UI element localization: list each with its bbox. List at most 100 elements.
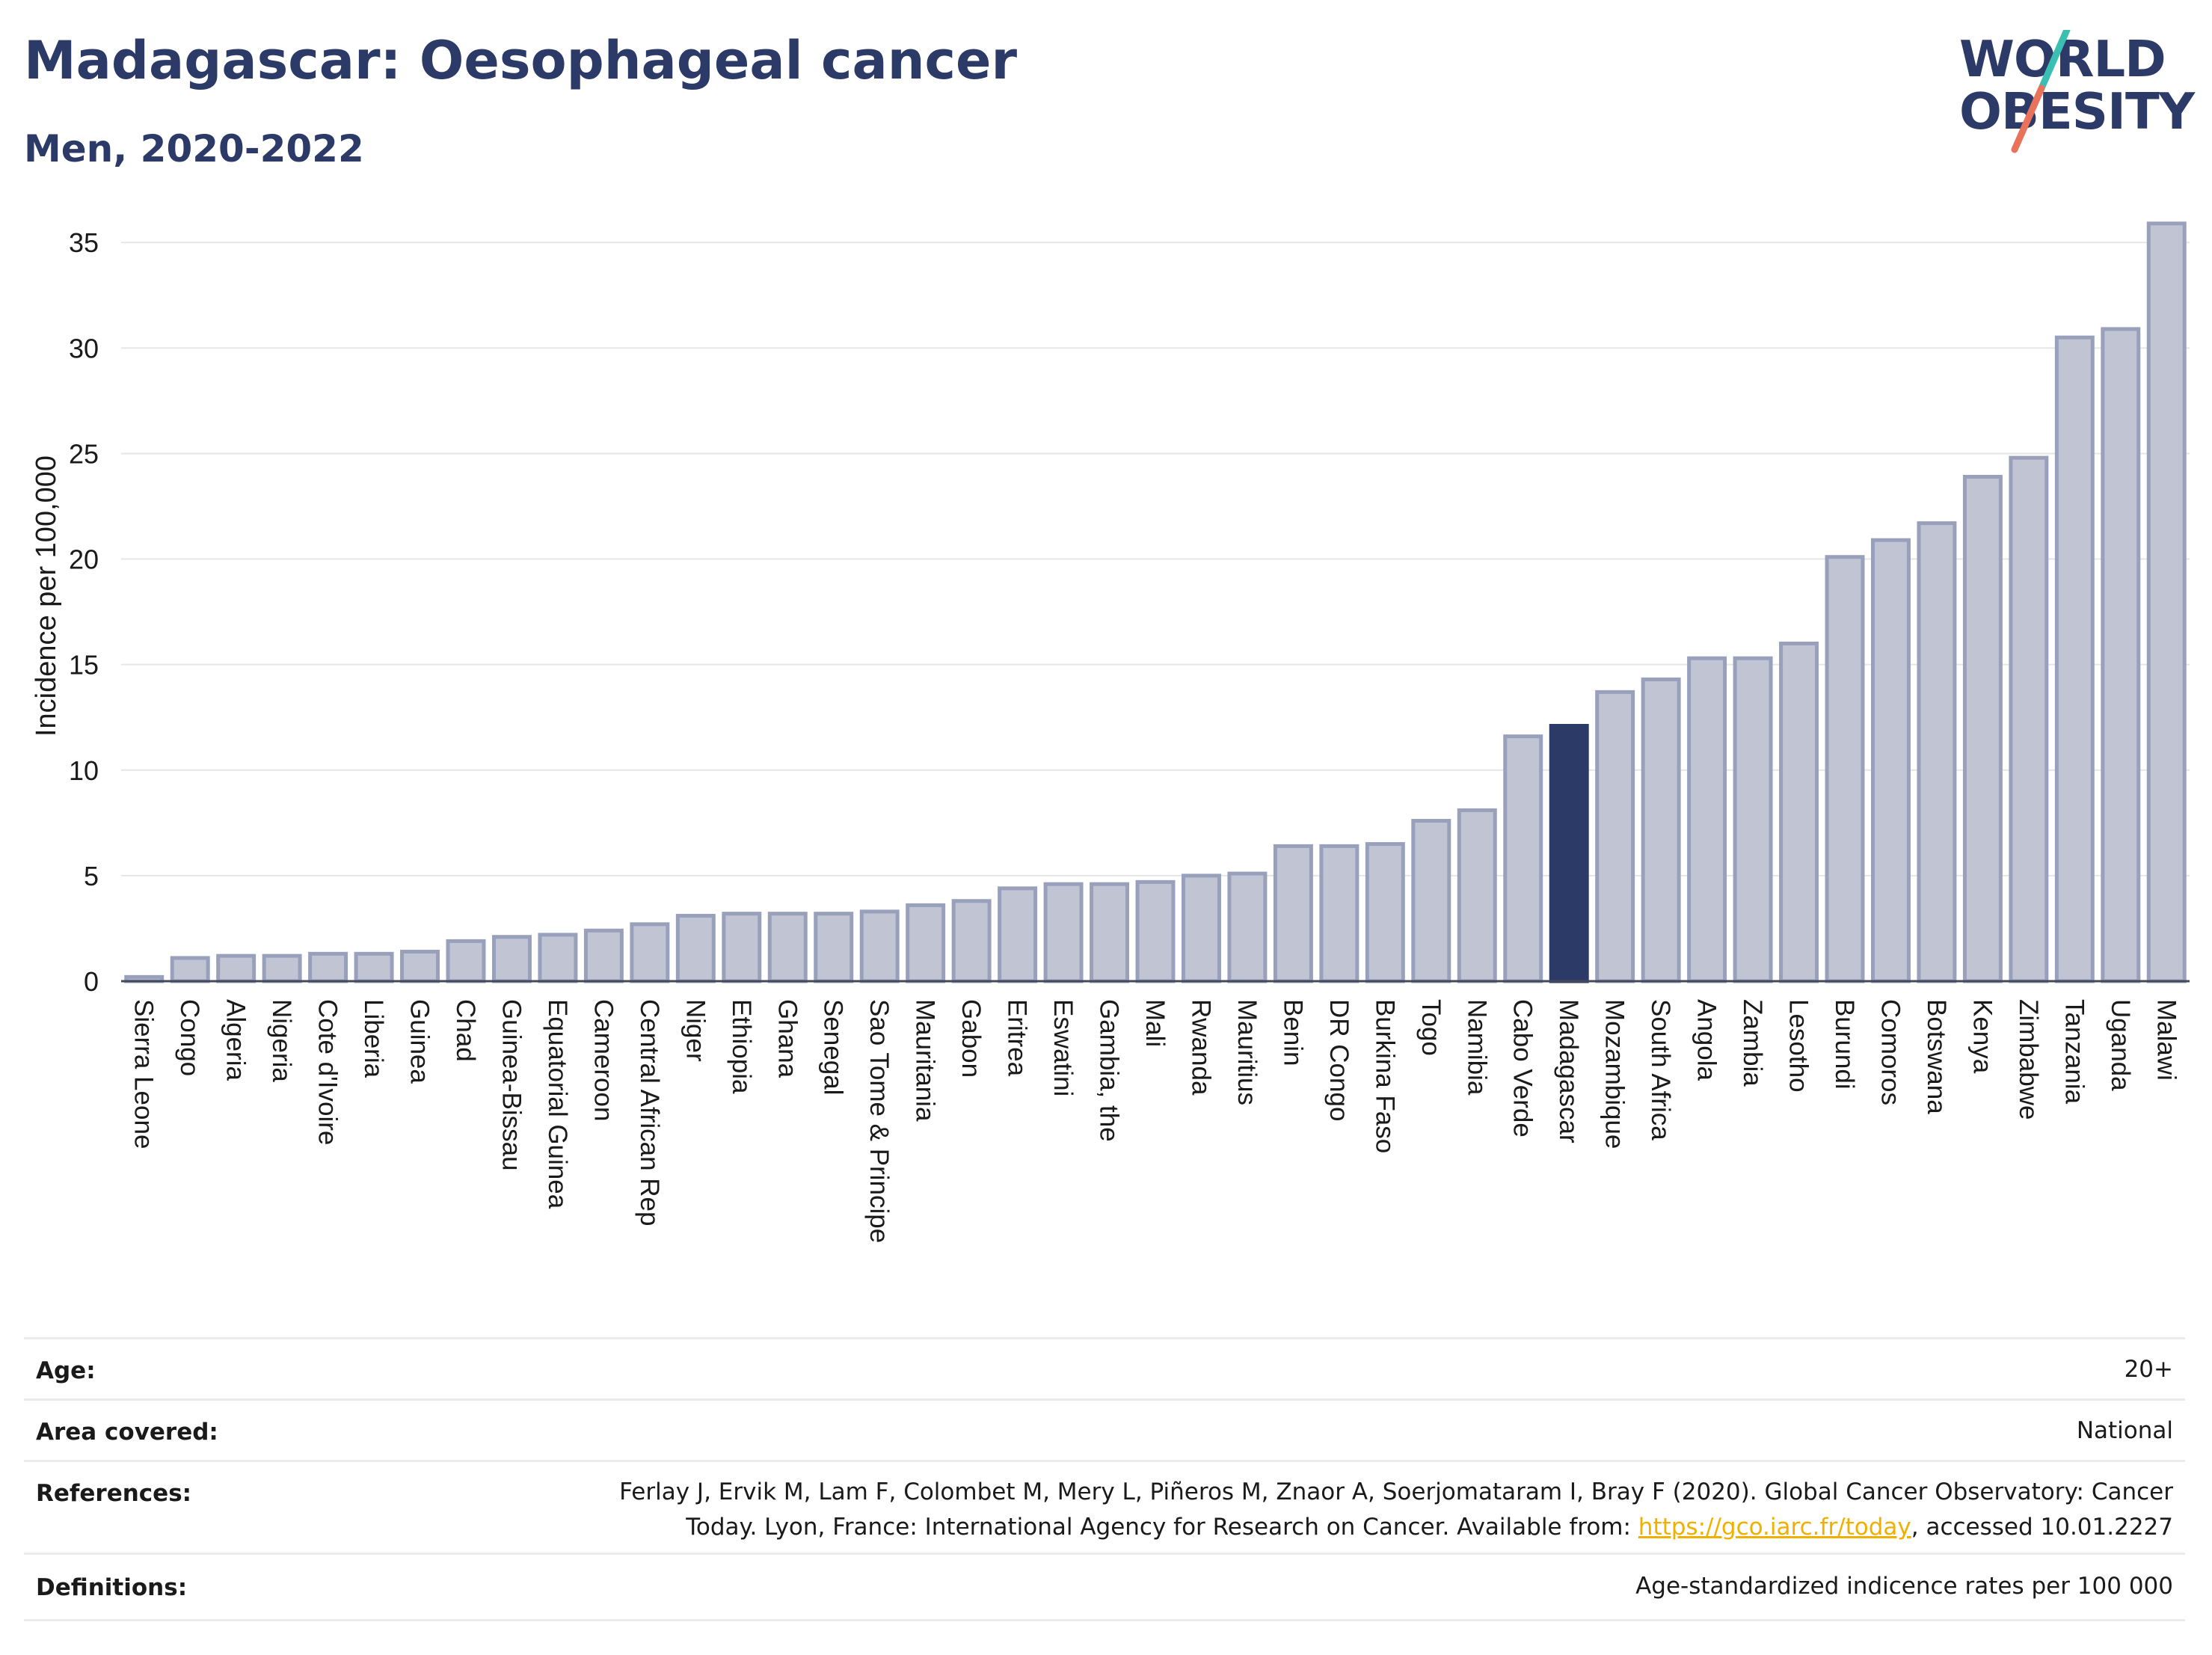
x-tick-label: Uganda bbox=[2106, 999, 2135, 1091]
x-tick-label: Namibia bbox=[1462, 999, 1491, 1096]
y-axis-ticks: 0 5 10 15 20 25 30 35 bbox=[69, 227, 99, 997]
bar-mozambique bbox=[1595, 690, 1635, 983]
x-tick-label: Guinea-Bissau bbox=[497, 999, 526, 1171]
x-tick-label: Burundi bbox=[1830, 999, 1859, 1090]
x-tick-label: Senegal bbox=[819, 999, 848, 1095]
y-tick-label: 20 bbox=[69, 544, 99, 575]
reference-line-2-prefix: Today. Lyon, France: International Agenc… bbox=[686, 1514, 1638, 1541]
bar-algeria bbox=[216, 954, 256, 983]
x-tick-label: Malawi bbox=[2151, 999, 2181, 1081]
bar-gabon bbox=[951, 899, 992, 983]
bar-chad bbox=[446, 939, 486, 983]
x-tick-label: Angola bbox=[1692, 999, 1721, 1081]
page-subtitle: Men, 2020-2022 bbox=[24, 127, 364, 171]
info-row-age: Age: 20+ bbox=[24, 1337, 2185, 1401]
x-tick-label: Zimbabwe bbox=[2014, 999, 2043, 1120]
bar-burkina-faso bbox=[1365, 842, 1405, 983]
y-tick-label: 25 bbox=[69, 438, 99, 469]
x-tick-label: Comoros bbox=[1875, 999, 1905, 1105]
info-value: National bbox=[2076, 1417, 2173, 1444]
bar-liberia bbox=[354, 951, 394, 983]
x-tick-label: Liberia bbox=[359, 999, 388, 1078]
x-tick-label: Ghana bbox=[772, 999, 802, 1078]
bar-benin bbox=[1273, 844, 1313, 983]
logo-line2: OBESITY bbox=[1959, 82, 2195, 141]
logo-slash-icon bbox=[2011, 30, 2071, 153]
x-tick-label: Gabon bbox=[956, 999, 986, 1078]
x-tick-label: Sierra Leone bbox=[129, 999, 159, 1149]
bar-rwanda bbox=[1181, 873, 1221, 983]
x-tick-label: Eswatini bbox=[1048, 999, 1078, 1096]
x-tick-label: DR Congo bbox=[1324, 999, 1354, 1121]
x-tick-label: Lesotho bbox=[1784, 999, 1813, 1093]
bar-mali bbox=[1135, 879, 1176, 983]
reference-line-1: Ferlay J, Ervik M, Lam F, Colombet M, Me… bbox=[619, 1479, 2173, 1505]
bar-cameroon bbox=[583, 928, 624, 983]
x-tick-label: Togo bbox=[1416, 999, 1446, 1056]
y-axis-label: Incidence per 100,000 bbox=[31, 455, 62, 737]
x-tick-label: Congo bbox=[175, 999, 204, 1076]
x-tick-label: Mauritania bbox=[911, 999, 940, 1122]
x-tick-label: Algeria bbox=[221, 999, 251, 1081]
bar-south-africa bbox=[1641, 677, 1681, 983]
bar-eritrea bbox=[998, 886, 1038, 983]
bar-nigeria bbox=[262, 954, 302, 983]
y-tick-label: 0 bbox=[84, 966, 99, 997]
bar-chart: 0 5 10 15 20 25 30 35 Sierra Leone Congo Algeria N… bbox=[31, 221, 2190, 1243]
bar-uganda bbox=[2101, 327, 2141, 983]
bar-tanzania bbox=[2054, 335, 2095, 983]
x-tick-label: Nigeria bbox=[267, 999, 296, 1082]
x-tick-label: Gambia, the bbox=[1095, 999, 1124, 1142]
x-tick-label: South Africa bbox=[1646, 999, 1675, 1140]
x-tick-label: Benin bbox=[1278, 999, 1307, 1066]
bar-zimbabwe bbox=[2009, 455, 2049, 983]
x-tick-label: Mauritius bbox=[1232, 999, 1262, 1105]
x-tick-label: Mozambique bbox=[1600, 999, 1629, 1149]
x-tick-label: Equatorial Guinea bbox=[543, 999, 572, 1209]
bar-cote-d-ivoire bbox=[308, 951, 348, 983]
x-tick-label: Sao Tome & Principe bbox=[864, 999, 894, 1243]
bar-malawi bbox=[2146, 221, 2187, 983]
info-row-area: Area covered: National bbox=[24, 1398, 2185, 1462]
bar-senegal bbox=[814, 912, 854, 983]
bar-namibia bbox=[1457, 808, 1497, 983]
bar-lesotho bbox=[1779, 641, 1819, 983]
bar-ghana bbox=[767, 912, 808, 983]
x-tick-label: Zambia bbox=[1738, 999, 1767, 1087]
bar-kenya bbox=[1962, 474, 2003, 983]
bar-madagascar bbox=[1549, 724, 1589, 983]
bar-dr-congo bbox=[1319, 844, 1360, 983]
bars bbox=[121, 221, 2190, 983]
bar-togo bbox=[1411, 819, 1451, 983]
x-tick-label: Cote d'Ivoire bbox=[313, 999, 342, 1145]
bar-niger bbox=[675, 914, 716, 983]
x-tick-label: Guinea bbox=[405, 999, 434, 1084]
reference-line-2-suffix: , accessed 10.01.2227 bbox=[1911, 1514, 2173, 1541]
info-label: Definitions: bbox=[36, 1574, 188, 1601]
x-tick-label: Niger bbox=[681, 999, 710, 1062]
x-tick-label: Tanzania bbox=[2059, 999, 2089, 1105]
y-tick-label: 5 bbox=[84, 861, 99, 891]
bar-central-african-rep bbox=[630, 922, 670, 983]
bar-guinea bbox=[400, 949, 440, 983]
info-value: 20+ bbox=[2124, 1356, 2173, 1383]
info-value: Age-standardized indicence rates per 100… bbox=[1635, 1573, 2173, 1600]
y-tick-label: 10 bbox=[69, 755, 99, 786]
x-tick-label: Madagascar bbox=[1554, 999, 1583, 1143]
x-tick-label: Ethiopia bbox=[727, 999, 756, 1094]
bar-cabo-verde bbox=[1503, 734, 1543, 983]
bar-burundi bbox=[1825, 555, 1865, 983]
x-tick-label: Eritrea bbox=[1003, 999, 1032, 1077]
info-row-references: References: Ferlay J, Ervik M, Lam F, Co… bbox=[24, 1460, 2185, 1555]
x-tick-label: Chad bbox=[451, 999, 480, 1062]
x-tick-label: Burkina Faso bbox=[1370, 999, 1399, 1153]
bar-comoros bbox=[1870, 538, 1911, 983]
x-axis-ticks: Sierra Leone Congo Algeria Nigeria Cote d'Iv… bbox=[129, 999, 2181, 1243]
y-tick-label: 15 bbox=[69, 650, 99, 681]
bar-gambia-the bbox=[1090, 882, 1130, 983]
bar-guinea-bissau bbox=[491, 935, 532, 983]
bar-equatorial-guinea bbox=[538, 933, 578, 983]
x-tick-label: Central African Rep bbox=[635, 999, 664, 1226]
bar-zambia bbox=[1733, 656, 1773, 983]
reference-link[interactable]: https://gco.iarc.fr/today bbox=[1638, 1514, 1911, 1541]
